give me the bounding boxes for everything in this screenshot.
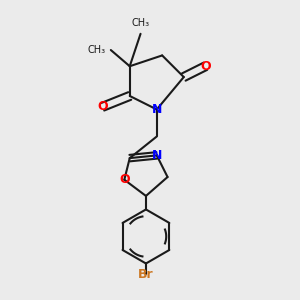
Text: O: O <box>119 173 130 186</box>
Text: N: N <box>152 149 162 162</box>
Text: CH₃: CH₃ <box>131 18 150 28</box>
Text: CH₃: CH₃ <box>87 45 105 55</box>
Text: O: O <box>98 100 108 113</box>
Text: N: N <box>152 103 162 116</box>
Text: Br: Br <box>138 268 154 281</box>
Text: O: O <box>200 60 211 73</box>
